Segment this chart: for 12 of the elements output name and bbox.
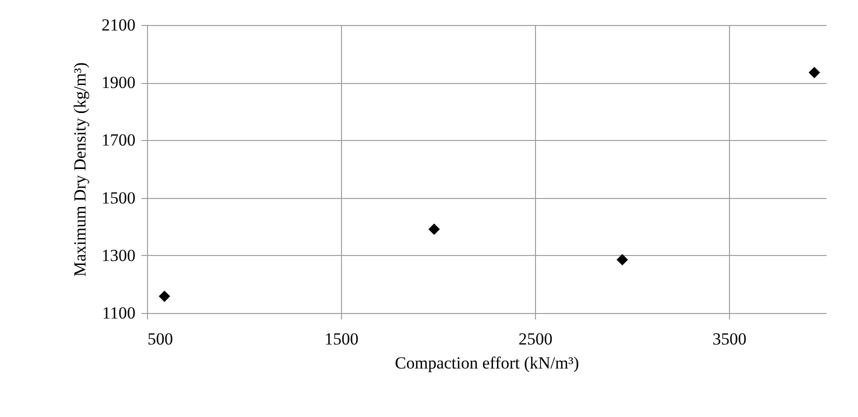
x-tick-label: 3500 <box>712 330 746 348</box>
y-tick-label: 1500 <box>102 188 136 208</box>
y-tick-label: 1900 <box>102 73 136 92</box>
x-axis-title: Compaction effort (kN/m³) <box>394 354 580 372</box>
x-tick-label: 1500 <box>324 330 358 348</box>
x-tick-label: 2500 <box>518 330 552 348</box>
x-tick-label: 500 <box>148 330 173 348</box>
y-tick-label: 1100 <box>102 304 136 322</box>
y-tick-label: 1300 <box>102 246 136 265</box>
y-tick-label: 1700 <box>102 130 136 150</box>
y-tick-label: 2100 <box>102 16 136 34</box>
y-axis-title: Maximum Dry Density (kg/m³) <box>70 62 90 277</box>
